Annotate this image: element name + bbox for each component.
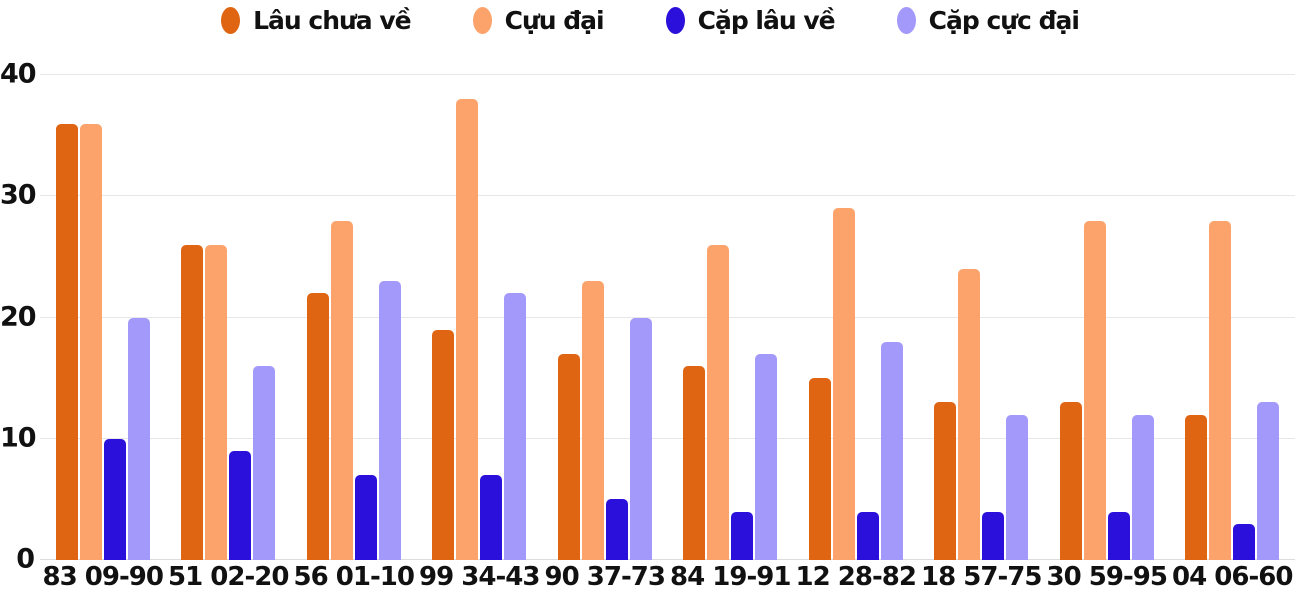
bar[interactable] xyxy=(1233,523,1256,560)
bar[interactable] xyxy=(504,293,527,560)
bar[interactable] xyxy=(707,244,730,560)
bar[interactable] xyxy=(79,123,102,560)
gridline xyxy=(40,74,1295,75)
x-tick-label: 90 37-73 xyxy=(544,562,666,592)
bar[interactable] xyxy=(832,208,855,560)
bar[interactable] xyxy=(330,220,353,560)
x-tick-label: 51 02-20 xyxy=(168,562,289,592)
legend-label: Cựu đại xyxy=(504,6,605,35)
legend-item[interactable]: Cặp cực đại xyxy=(896,6,1080,35)
bar[interactable] xyxy=(1107,511,1130,560)
legend: Lâu chưa về Cựu đại Cặp lâu về Cặp cực đại xyxy=(0,6,1300,35)
legend-label: Lâu chưa về xyxy=(253,6,412,35)
y-axis: 0 10 20 30 40 xyxy=(0,60,37,572)
bar[interactable] xyxy=(958,269,981,560)
bar-group xyxy=(793,75,919,560)
bar[interactable] xyxy=(683,366,706,560)
bar[interactable] xyxy=(1185,414,1208,560)
bar[interactable] xyxy=(1006,414,1029,560)
bar[interactable] xyxy=(1209,220,1232,560)
x-tick-label: 56 01-10 xyxy=(293,562,415,592)
bar[interactable] xyxy=(1257,402,1280,560)
y-tick-label: 30 xyxy=(0,179,37,211)
bar[interactable] xyxy=(808,378,831,560)
legend-label: Cặp lâu về xyxy=(697,6,836,35)
bar[interactable] xyxy=(456,99,479,560)
bar-group xyxy=(919,75,1045,560)
bar[interactable] xyxy=(378,281,401,560)
x-tick-label: 04 06-60 xyxy=(1172,562,1293,592)
bar[interactable] xyxy=(103,438,126,560)
bar[interactable] xyxy=(55,123,78,560)
bar-group xyxy=(417,75,543,560)
x-tick-label: 84 19-91 xyxy=(670,562,791,592)
y-tick-label: 10 xyxy=(0,422,37,454)
bar-group xyxy=(291,75,417,560)
legend-marker-icon xyxy=(221,7,241,34)
gridline xyxy=(40,316,1295,318)
plot-area xyxy=(40,74,1295,560)
bar-group xyxy=(166,75,292,560)
bar[interactable] xyxy=(557,353,580,560)
bar[interactable] xyxy=(205,244,228,560)
bar[interactable] xyxy=(880,341,903,560)
bar[interactable] xyxy=(253,366,276,560)
bar[interactable] xyxy=(856,511,879,560)
bar[interactable] xyxy=(1131,414,1154,560)
bar[interactable] xyxy=(629,317,652,560)
bar[interactable] xyxy=(1083,220,1106,560)
bar[interactable] xyxy=(181,244,204,560)
gridline xyxy=(40,437,1295,439)
bar[interactable] xyxy=(229,450,252,560)
bar-group xyxy=(542,75,668,560)
y-tick-label: 40 xyxy=(0,58,37,90)
y-tick-label: 20 xyxy=(0,300,37,332)
y-tick-label: 0 xyxy=(16,543,35,575)
legend-marker-icon xyxy=(472,7,492,34)
legend-item[interactable]: Lâu chưa về xyxy=(221,6,412,35)
bar[interactable] xyxy=(934,402,957,560)
bar[interactable] xyxy=(581,281,604,560)
x-tick-label: 99 34-43 xyxy=(419,562,540,592)
x-tick-label: 18 57-75 xyxy=(921,562,1042,592)
bar-group xyxy=(40,75,166,560)
bar-group xyxy=(1044,75,1170,560)
bar[interactable] xyxy=(982,511,1005,560)
gridline xyxy=(40,195,1295,197)
bar[interactable] xyxy=(731,511,754,560)
legend-label: Cặp cực đại xyxy=(928,6,1080,35)
legend-marker-icon xyxy=(896,7,916,34)
x-tick-label: 12 28-82 xyxy=(795,562,917,592)
bar-group xyxy=(1170,75,1296,560)
bar[interactable] xyxy=(1059,402,1082,560)
legend-item[interactable]: Cặp lâu về xyxy=(665,6,836,35)
legend-marker-icon xyxy=(665,7,685,34)
bar[interactable] xyxy=(755,353,778,560)
bar[interactable] xyxy=(432,329,455,560)
x-axis: 83 09-90 51 02-20 56 01-10 99 34-43 90 37-73… xyxy=(40,563,1295,592)
bar[interactable] xyxy=(127,317,150,560)
legend-item[interactable]: Cựu đại xyxy=(472,6,605,35)
bar[interactable] xyxy=(605,499,628,560)
gridlines xyxy=(40,74,1295,560)
bar-groups xyxy=(40,75,1295,560)
bar[interactable] xyxy=(480,475,503,560)
bar[interactable] xyxy=(306,293,329,560)
x-tick-label: 83 09-90 xyxy=(42,562,164,592)
x-axis-baseline xyxy=(40,559,1295,560)
x-tick-label: 30 59-95 xyxy=(1046,562,1168,592)
bar[interactable] xyxy=(354,475,377,560)
bar-group xyxy=(668,75,794,560)
